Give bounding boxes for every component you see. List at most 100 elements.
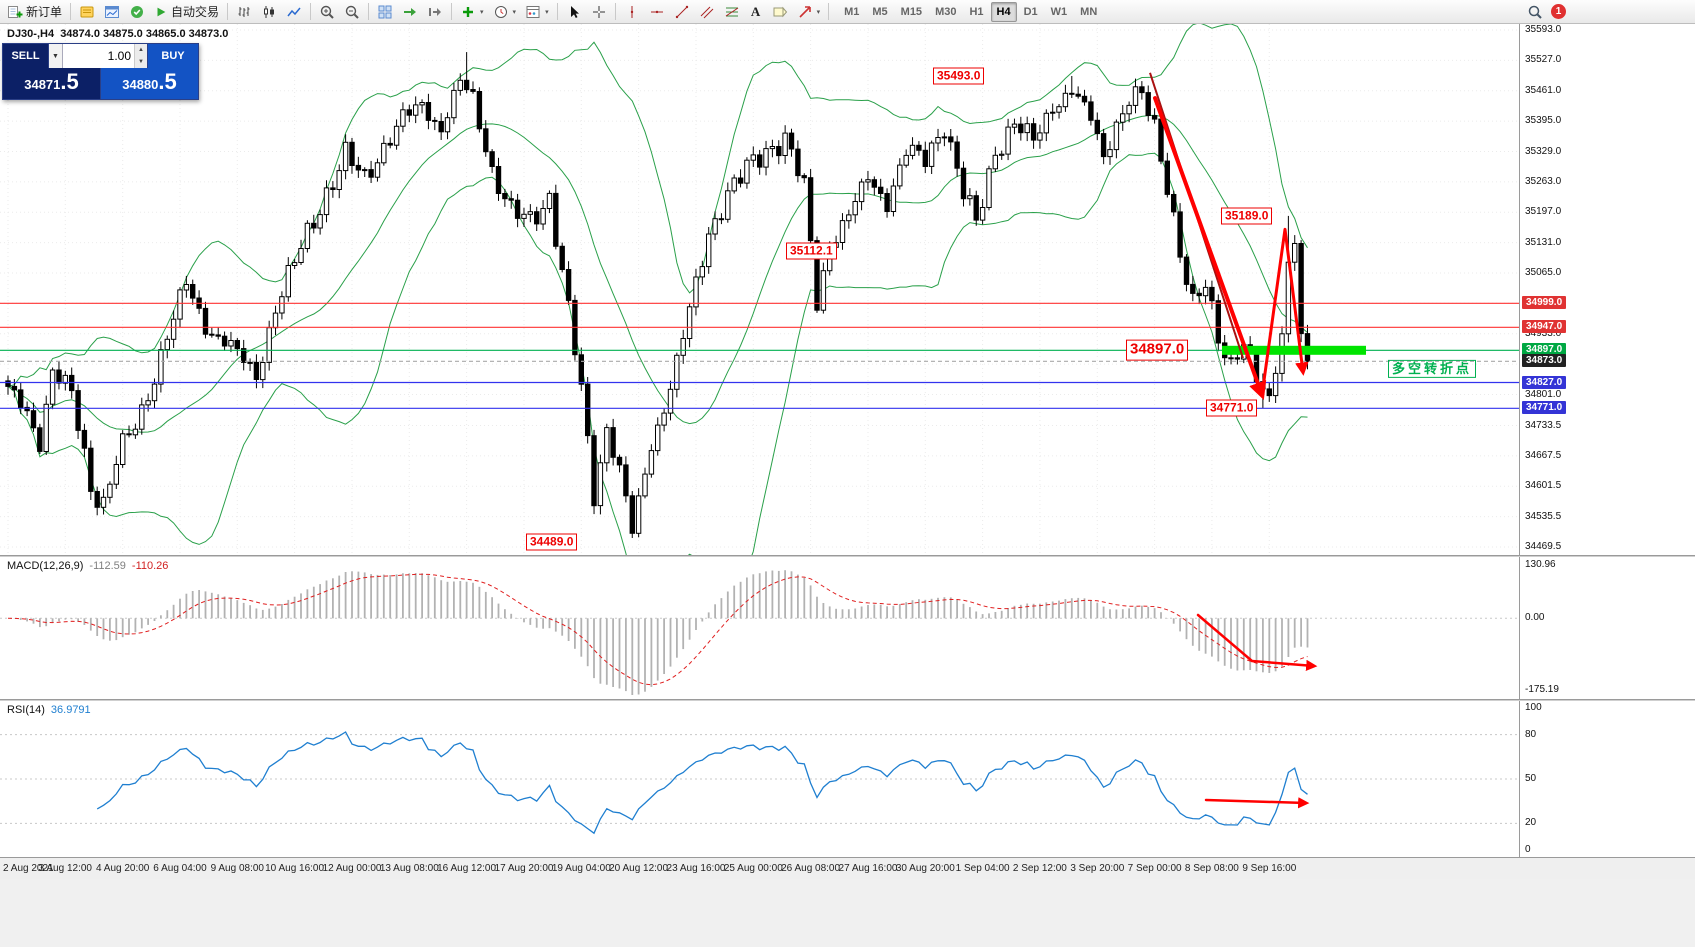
price-annotation[interactable]: 34771.0 (1206, 399, 1258, 417)
new-order-button[interactable]: 新订单 (3, 1, 66, 22)
rsi-arrow (1204, 797, 1310, 809)
pivot-highlight-bar (1222, 345, 1366, 355)
auto-trading-label: 自动交易 (171, 5, 220, 19)
crosshair-button[interactable] (587, 1, 611, 22)
price-axis-label: 35593.0 (1525, 24, 1562, 35)
zoom-out-button[interactable] (340, 1, 364, 22)
line-chart-button[interactable] (282, 1, 306, 22)
price-annotation[interactable]: 35493.0 (933, 67, 985, 85)
chart-window-button[interactable] (100, 1, 124, 22)
sell-price-frac: .5 (60, 69, 79, 94)
timeframe-d1[interactable]: D1 (1018, 2, 1044, 22)
text-tool-icon: A (750, 3, 761, 19)
trade-panel-controls: SELL ▼ ▲ ▼ BUY (3, 44, 198, 68)
panel-splitter[interactable] (0, 699, 1695, 701)
indicators-button[interactable]: ▾ (456, 1, 488, 22)
pivot-note-label[interactable]: 多空转折点 (1388, 359, 1477, 379)
timeframe-m1[interactable]: M1 (838, 2, 865, 22)
time-axis-label: 3 Sep 20:00 (1070, 863, 1125, 874)
timeframe-w1[interactable]: W1 (1045, 2, 1074, 22)
shapes-button[interactable]: ▾ (793, 1, 825, 22)
timeframe-m5[interactable]: M5 (866, 2, 893, 22)
time-axis-label: 13 Aug 08:00 (379, 863, 439, 874)
candlestick-chart-button[interactable] (257, 1, 281, 22)
text-button[interactable]: A (745, 1, 767, 22)
timeframe-m15[interactable]: M15 (895, 2, 928, 22)
volume-input[interactable] (63, 44, 134, 68)
candlestick-icon (264, 5, 275, 18)
template-icon (526, 5, 540, 18)
new-order-icon (8, 5, 23, 18)
buy-button[interactable]: BUY (148, 44, 198, 68)
refresh-button[interactable] (125, 1, 149, 22)
price-axis-label: 35197.0 (1525, 206, 1562, 218)
templates-button[interactable]: ▾ (521, 1, 553, 22)
label-button[interactable] (768, 1, 792, 22)
price-annotation[interactable]: 35189.0 (1221, 207, 1273, 225)
price-annotation[interactable]: 34489.0 (526, 533, 578, 551)
price-annotation[interactable]: 35112.1 (786, 242, 837, 260)
time-axis-label: 2 Sep 12:00 (1012, 863, 1067, 874)
horizontal-line-button[interactable] (645, 1, 669, 22)
panel-splitter[interactable] (0, 555, 1695, 557)
rsi-axis-label: 80 (1525, 728, 1537, 740)
price-chart-canvas[interactable] (0, 24, 1519, 555)
macd-label: MACD(12,26,9) (7, 560, 84, 572)
main-toolbar: 新订单 自动交易 (0, 0, 1695, 24)
trade-dropdown[interactable]: ▼ (49, 44, 63, 68)
spinner-up-icon[interactable]: ▲ (135, 44, 147, 56)
bar-chart-button[interactable] (232, 1, 256, 22)
time-axis[interactable]: 2 Aug 2021 3 Aug 12:00 4 Aug 20:00 6 Aug 04… (0, 857, 1695, 879)
price-axis-label: 34801.0 (1525, 388, 1562, 400)
sell-button[interactable]: SELL (3, 44, 49, 68)
channel-button[interactable] (695, 1, 719, 22)
candles (5, 52, 1311, 538)
price-annotation[interactable]: 34897.0 (1126, 339, 1189, 361)
buy-price[interactable]: 34880 .5 (101, 68, 198, 99)
chart-shift-button[interactable] (423, 1, 447, 22)
new-order-label: 新订单 (26, 5, 63, 19)
auto-trading-button[interactable]: 自动交易 (150, 1, 223, 22)
vertical-line-button[interactable] (620, 1, 644, 22)
auto-scroll-button[interactable] (398, 1, 422, 22)
macd-signal-line (7, 573, 1308, 686)
notification-badge[interactable]: 1 (1551, 4, 1566, 19)
tile-windows-button[interactable] (373, 1, 397, 22)
toolbar-separator (70, 3, 72, 20)
zigzag-arrow (1260, 227, 1309, 397)
down-trend-arrow (1153, 96, 1267, 400)
buy-price-main: 34880 (122, 77, 159, 92)
trendline-button[interactable] (670, 1, 694, 22)
main-chart-region[interactable]: DJ30-,H4 34874.0 34875.0 34865.0 34873.0… (0, 24, 1695, 555)
timeframe-h4[interactable]: H4 (990, 1, 1017, 22)
trade-panel-prices: 34871 .5 34880 .5 (3, 68, 198, 99)
tile-windows-icon (378, 5, 392, 18)
price-axis-label: 34733.5 (1525, 419, 1562, 431)
chart-shift-icon (429, 7, 442, 16)
macd-panel[interactable]: MACD(12,26,9) -112.59 -110.26 130.96 0.00 -1… (0, 557, 1695, 699)
periods-button[interactable]: ▾ (489, 1, 521, 22)
timeframe-h1[interactable]: H1 (963, 2, 989, 22)
time-axis-label: 8 Sep 08:00 (1184, 863, 1239, 874)
timeframe-m30[interactable]: M30 (929, 2, 962, 22)
macd-axis-label: -175.19 (1525, 684, 1559, 695)
spinner-down-icon[interactable]: ▼ (135, 56, 147, 68)
crosshair-icon (592, 5, 605, 18)
zoom-in-icon (320, 5, 334, 19)
time-axis-label: 27 Aug 16:00 (838, 863, 898, 874)
price-axis-label: 34469.5 (1525, 541, 1562, 552)
toolbar-separator (451, 3, 453, 20)
rsi-panel[interactable]: RSI(14) 36.9791 100 80 50 20 0 (0, 701, 1695, 857)
bottom-filler (0, 879, 1695, 947)
arrow-shape-icon (799, 5, 811, 18)
timeframe-mn[interactable]: MN (1074, 2, 1103, 22)
price-axis[interactable]: 35593.0 35527.0 35461.0 35395.0 35329.0 35263… (1519, 24, 1695, 555)
search-icon[interactable] (1527, 4, 1543, 20)
zoom-in-button[interactable] (315, 1, 339, 22)
cursor-button[interactable] (562, 1, 586, 22)
fibonacci-button[interactable] (720, 1, 744, 22)
sell-price[interactable]: 34871 .5 (3, 68, 101, 99)
chevron-down-icon: ▾ (480, 8, 484, 16)
toolbar-separator (614, 3, 616, 20)
expert-advisors-button[interactable] (75, 1, 99, 22)
